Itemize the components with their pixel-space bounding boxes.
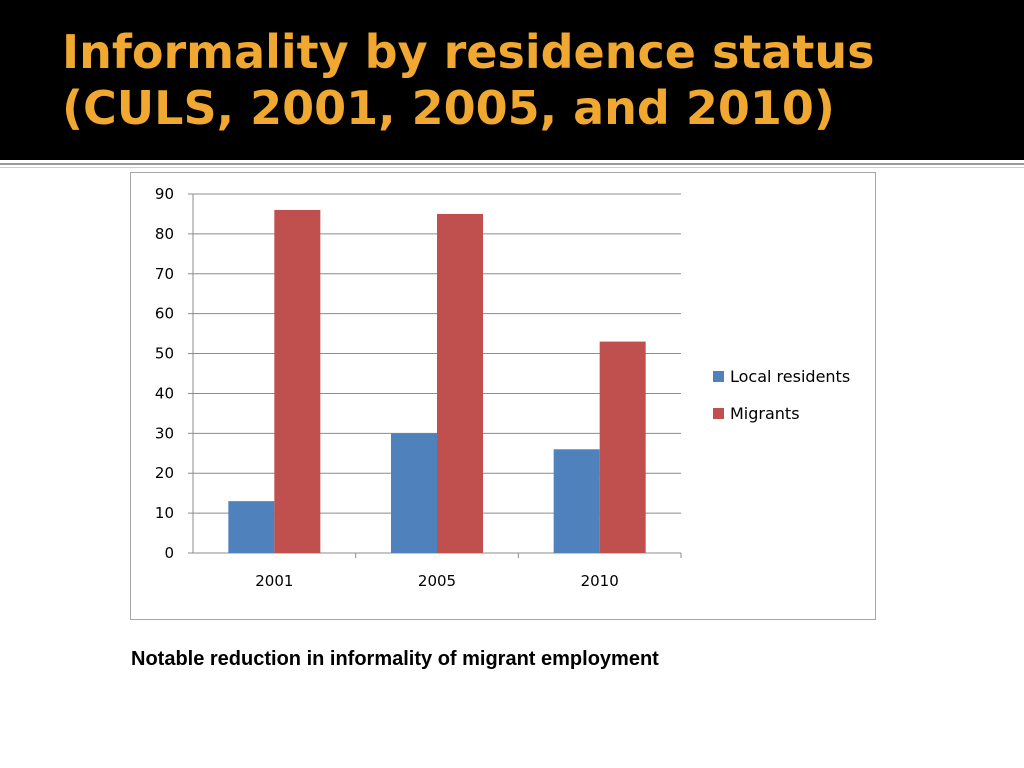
- y-tick-label: 40: [155, 384, 174, 402]
- y-tick-label: 0: [164, 544, 174, 562]
- y-tick-label: 50: [155, 345, 174, 363]
- slide-title-line-2: (CULS, 2001, 2005, and 2010): [62, 81, 835, 135]
- x-tick-label: 2005: [418, 572, 456, 590]
- title-divider: [0, 163, 1024, 165]
- y-tick-label: 70: [155, 265, 174, 283]
- bar-chart: 0 10 20 30 40 50 60 70 80 90 2001 2005 2010 Local res…: [155, 185, 850, 590]
- y-tick-label: 90: [155, 185, 174, 203]
- y-tick-label: 30: [155, 424, 174, 442]
- x-tick-label: 2001: [255, 572, 293, 590]
- legend-label-migrants: Migrants: [730, 404, 800, 423]
- legend-swatch-migrants: [713, 408, 724, 419]
- slide-title-line-1: Informality by residence status: [62, 25, 875, 79]
- y-tick-label: 10: [155, 504, 174, 522]
- bar-migrants-2010: [599, 341, 646, 553]
- x-tick-label: 2010: [581, 572, 619, 590]
- title-divider-thin: [0, 167, 1024, 168]
- bar-local-residents-2001: [228, 501, 275, 553]
- legend-swatch-local-residents: [713, 371, 724, 382]
- bar-migrants-2001: [274, 209, 321, 553]
- y-tick-label: 60: [155, 305, 174, 323]
- y-tick-label: 20: [155, 464, 174, 482]
- title-bar: Informality by residence status (CULS, 2…: [0, 0, 1024, 160]
- bar-migrants-2005: [437, 213, 483, 553]
- bar-local-residents-2005: [391, 433, 437, 553]
- legend-label-local-residents: Local residents: [730, 367, 850, 386]
- slide-title: Informality by residence status (CULS, 2…: [62, 24, 1002, 136]
- chart-frame: 0 10 20 30 40 50 60 70 80 90 2001 2005 2010 Local res…: [130, 172, 876, 620]
- slide-caption: Notable reduction in informality of migr…: [131, 648, 659, 670]
- bar-local-residents-2010: [553, 449, 600, 553]
- y-tick-label: 80: [155, 225, 174, 243]
